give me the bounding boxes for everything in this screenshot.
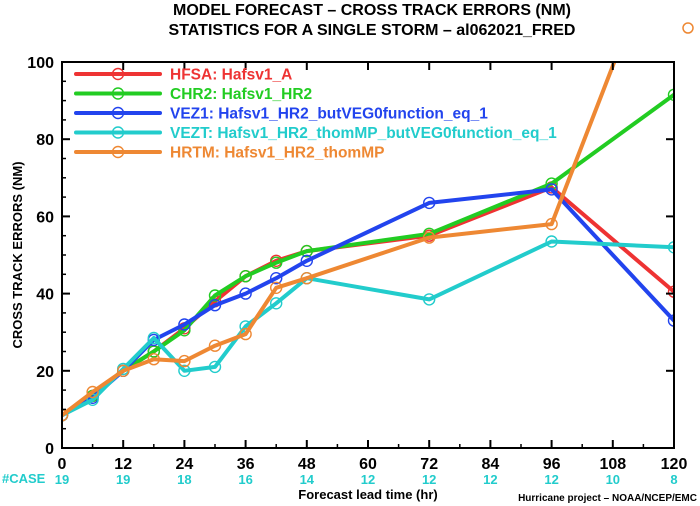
series-1-point-7 bbox=[270, 256, 283, 269]
corner-marker-icon bbox=[682, 22, 694, 34]
case-count: 12 bbox=[483, 472, 497, 487]
x-tick-label: 36 bbox=[237, 456, 255, 473]
case-count: 19 bbox=[116, 472, 130, 487]
legend-label-1: CHR2: Hafsv1_HR2 bbox=[170, 86, 312, 103]
case-count: 12 bbox=[544, 472, 558, 487]
x-tick-label: 72 bbox=[420, 456, 438, 473]
case-count: 14 bbox=[300, 472, 315, 487]
y-tick-label: 0 bbox=[45, 441, 54, 458]
legend-label-3: VEZT: Hafsv1_HR2_thomMP_butVEG0function_… bbox=[170, 125, 557, 142]
y-axis-label: CROSS TRACK ERRORS (NM) bbox=[10, 161, 25, 348]
legend: HFSA: Hafsv1_A CHR2: Hafsv1_HR2 VEZ1: Hafs… bbox=[74, 67, 557, 162]
legend-label-0: HFSA: Hafsv1_A bbox=[170, 67, 292, 84]
series-4-point-4 bbox=[178, 354, 191, 368]
series-1-point-6 bbox=[239, 270, 252, 283]
series-3-point-4 bbox=[178, 364, 191, 377]
case-label: #CASE bbox=[2, 471, 46, 486]
x-tick-label: 96 bbox=[543, 456, 561, 473]
series-1-point-11 bbox=[667, 88, 674, 101]
y-tick-label: 20 bbox=[36, 364, 54, 381]
case-count: 18 bbox=[177, 472, 191, 487]
x-tick-label: 120 bbox=[661, 456, 688, 473]
y-tick-label: 80 bbox=[36, 132, 54, 149]
series-3-point-11 bbox=[667, 241, 674, 254]
x-tick-label: 12 bbox=[114, 456, 132, 473]
series-2-point-5 bbox=[208, 299, 222, 312]
chart-title-line2: STATISTICS FOR A SINGLE STORM – al062021… bbox=[169, 22, 576, 39]
legend-marker-0 bbox=[111, 67, 125, 81]
series-4-point-9 bbox=[423, 231, 436, 244]
x-tick-label: 0 bbox=[58, 456, 67, 473]
case-count: 19 bbox=[55, 472, 69, 487]
series-2-point-6 bbox=[239, 287, 252, 300]
legend-marker-1 bbox=[111, 87, 125, 100]
series-line-3 bbox=[62, 239, 674, 418]
series-4-point-0 bbox=[62, 409, 69, 422]
case-count: 10 bbox=[606, 472, 620, 487]
legend-label-4: HRTM: Hafsv1_HR2_thomMP bbox=[170, 145, 384, 162]
series-3-point-10 bbox=[545, 235, 558, 248]
case-count: 8 bbox=[670, 472, 677, 487]
series-4-point-10 bbox=[545, 217, 558, 231]
series-0-point-11 bbox=[667, 285, 674, 298]
series-4-point-1 bbox=[86, 385, 99, 399]
legend-label-2: VEZ1: Hafsv1_HR2_butVEG0function_eq_1 bbox=[170, 106, 488, 123]
legend-marker-3 bbox=[111, 126, 125, 139]
legend-marker-2 bbox=[111, 106, 125, 120]
series-4-point-3 bbox=[147, 353, 161, 366]
series-3-point-5 bbox=[208, 360, 222, 374]
series-4-point-8 bbox=[300, 272, 313, 285]
series-line-4 bbox=[62, 62, 617, 418]
case-count: 16 bbox=[238, 472, 252, 487]
x-tick-label: 48 bbox=[298, 456, 316, 473]
chart-title-line1: MODEL FORECAST – CROSS TRACK ERRORS (NM) bbox=[173, 2, 571, 19]
x-tick-label: 60 bbox=[359, 456, 377, 473]
series-1-point-5 bbox=[208, 289, 222, 302]
series-3-point-3 bbox=[147, 331, 161, 345]
series-4-point-5 bbox=[208, 339, 222, 352]
series-2-point-7 bbox=[270, 272, 283, 285]
legend-marker-4 bbox=[111, 145, 125, 159]
x-tick-label: 108 bbox=[599, 456, 626, 473]
y-tick-label: 100 bbox=[27, 55, 54, 72]
series-line-2 bbox=[62, 187, 674, 418]
x-tick-label: 24 bbox=[176, 456, 194, 473]
y-tick-label: 60 bbox=[36, 209, 54, 226]
series-2-point-4 bbox=[178, 318, 191, 331]
series-1-point-8 bbox=[300, 244, 313, 258]
series-4-point-2 bbox=[116, 364, 130, 377]
x-axis-label: Forecast lead time (hr) bbox=[298, 487, 437, 502]
x-tick-label: 84 bbox=[482, 456, 500, 473]
series-2-point-8 bbox=[300, 254, 313, 267]
series-4-point-6 bbox=[239, 327, 252, 341]
case-count: 12 bbox=[422, 472, 436, 487]
case-count: 12 bbox=[361, 472, 375, 487]
credit-text: Hurricane project – NOAA/NCEP/EMC bbox=[518, 493, 697, 504]
series-3-point-9 bbox=[423, 293, 436, 306]
series-layer bbox=[62, 62, 674, 422]
series-3-point-7 bbox=[270, 297, 283, 310]
series-2-point-11 bbox=[667, 314, 674, 327]
y-tick-label: 40 bbox=[36, 287, 54, 304]
series-2-point-9 bbox=[423, 196, 436, 210]
series-4-point-7 bbox=[270, 281, 283, 294]
series-2-point-10 bbox=[545, 183, 558, 196]
